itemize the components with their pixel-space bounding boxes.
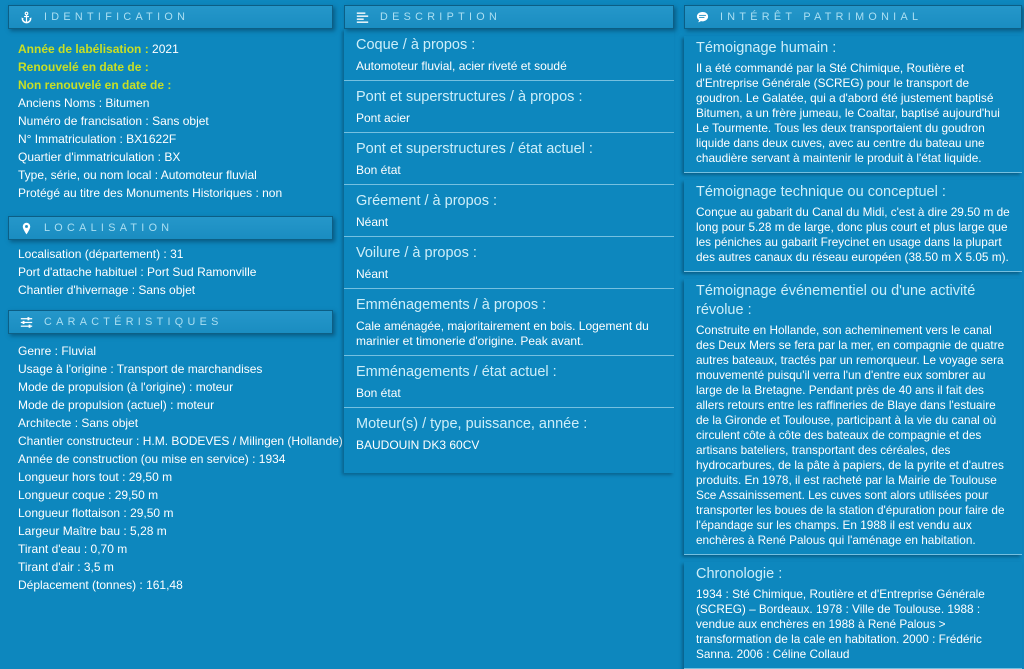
- field-annee-construction: Année de construction (ou mise en servic…: [18, 452, 286, 466]
- entry-value: Néant: [356, 267, 389, 281]
- entry-label: Voilure / à propos :: [356, 245, 477, 261]
- field-numero-francisation: Numéro de francisation : Sans objet: [18, 114, 209, 128]
- description-entry-moteurs: Moteur(s) / type, puissance, année : BAU…: [344, 408, 674, 459]
- field-type-serie: Type, série, ou nom local : Automoteur f…: [18, 168, 257, 182]
- description-entry-coque: Coque / à propos : Automoteur fluvial, a…: [344, 29, 674, 81]
- field-anciens-noms: Anciens Noms : Bitumen: [18, 96, 150, 110]
- column-identification: IDENTIFICATION Année de labélisation : 2…: [8, 0, 343, 594]
- field-port-attache: Port d'attache habituel : Port Sud Ramon…: [18, 265, 257, 279]
- patrimonial-section-temoignage-evenementiel: Témoignage événementiel ou d'une activit…: [684, 279, 1022, 555]
- patrimonial-section-chronologie: Chronologie : 1934 : Sté Chimique, Routi…: [684, 562, 1022, 669]
- entry-label: Pont et superstructures / état actuel :: [356, 141, 593, 157]
- section-heading: Témoignage événementiel ou d'une activit…: [696, 283, 976, 318]
- field-architecte: Architecte : Sans objet: [18, 416, 139, 430]
- section-title-identification: IDENTIFICATION: [44, 11, 190, 23]
- section-header-caracteristiques: CARACTÉRISTIQUES: [8, 310, 333, 334]
- field-annee-labelisation: Année de labélisation : 2021: [18, 42, 179, 56]
- entry-value: Automoteur fluvial, acier riveté et soud…: [356, 59, 567, 73]
- section-header-identification: IDENTIFICATION: [8, 5, 333, 29]
- align-left-icon: [356, 11, 369, 24]
- field-non-renouvele: Non renouvelé en date de :: [18, 78, 172, 92]
- column-description: DESCRIPTION Coque / à propos : Automoteu…: [344, 0, 674, 473]
- field-longueur-hors-tout: Longueur hors tout : 29,50 m: [18, 470, 173, 484]
- field-largeur-maitre-bau: Largeur Maître bau : 5,28 m: [18, 524, 167, 538]
- entry-label: Moteur(s) / type, puissance, année :: [356, 416, 588, 432]
- field-longueur-flottaison: Longueur flottaison : 29,50 m: [18, 506, 174, 520]
- description-entry-emmenagements-apropos: Emménagements / à propos : Cale aménagée…: [344, 289, 674, 356]
- description-entry-pont-apropos: Pont et superstructures / à propos : Pon…: [344, 81, 674, 133]
- section-title-localisation: LOCALISATION: [44, 222, 174, 234]
- section-title-description: DESCRIPTION: [380, 11, 502, 23]
- entry-label: Gréement / à propos :: [356, 193, 498, 209]
- identification-field-list: Année de labélisation : 2021 Renouvelé e…: [8, 29, 333, 202]
- field-usage-origine: Usage à l'origine : Transport de marchan…: [18, 362, 263, 376]
- field-propulsion-actuel: Mode de propulsion (actuel) : moteur: [18, 398, 215, 412]
- field-chantier-hivernage: Chantier d'hivernage : Sans objet: [18, 283, 196, 297]
- entry-value: Néant: [356, 215, 389, 229]
- section-body: Construite en Hollande, son acheminement…: [696, 323, 1005, 547]
- description-entry-pont-etat: Pont et superstructures / état actuel : …: [344, 133, 674, 185]
- entry-label: Pont et superstructures / à propos :: [356, 89, 583, 105]
- comment-icon: [696, 11, 709, 24]
- section-header-localisation: LOCALISATION: [8, 216, 333, 240]
- entry-value: Bon état: [356, 386, 401, 400]
- field-immatriculation: N° Immatriculation : BX1622F: [18, 132, 177, 146]
- field-propulsion-origine: Mode de propulsion (à l'origine) : moteu…: [18, 380, 234, 394]
- entry-value: BAUDOUIN DK3 60CV: [356, 438, 480, 452]
- map-pin-icon: [20, 222, 33, 235]
- field-genre: Genre : Fluvial: [18, 344, 97, 358]
- patrimonial-section-temoignage-humain: Témoignage humain : Il a été commandé pa…: [684, 36, 1022, 173]
- entry-label: Emménagements / à propos :: [356, 297, 547, 313]
- field-chantier-constructeur: Chantier constructeur : H.M. BODEVES / M…: [18, 434, 343, 448]
- anchor-icon: [20, 11, 33, 24]
- field-longueur-coque: Longueur coque : 29,50 m: [18, 488, 159, 502]
- localisation-field-list: Localisation (département) : 31 Port d'a…: [8, 240, 333, 299]
- section-body: Conçue au gabarit du Canal du Midi, c'es…: [696, 205, 1010, 264]
- section-heading: Chronologie :: [696, 566, 783, 582]
- entry-value: Cale aménagée, majoritairement en bois. …: [356, 319, 649, 348]
- section-title-caracteristiques: CARACTÉRISTIQUES: [44, 316, 223, 328]
- description-entry-voilure: Voilure / à propos : Néant: [344, 237, 674, 289]
- section-body: 1934 : Sté Chimique, Routière et d'Entre…: [696, 587, 985, 661]
- field-renouvele: Renouvelé en date de :: [18, 60, 149, 74]
- field-deplacement: Déplacement (tonnes) : 161,48: [18, 578, 183, 592]
- field-monuments-historiques: Protégé au titre des Monuments Historiqu…: [18, 186, 283, 200]
- section-body: Il a été commandé par la Sté Chimique, R…: [696, 61, 1000, 165]
- column-interet-patrimonial: INTÉRÊT PATRIMONIAL Témoignage humain : …: [684, 0, 1022, 669]
- field-tirant-air: Tirant d'air : 3,5 m: [18, 560, 114, 574]
- section-header-description: DESCRIPTION: [344, 5, 674, 29]
- description-entry-emmenagements-etat: Emménagements / état actuel : Bon état: [344, 356, 674, 408]
- entry-value: Pont acier: [356, 111, 411, 125]
- field-quartier-immatriculation: Quartier d'immatriculation : BX: [18, 150, 181, 164]
- field-tirant-eau: Tirant d'eau : 0,70 m: [18, 542, 128, 556]
- sliders-icon: [20, 316, 33, 329]
- section-header-interet-patrimonial: INTÉRÊT PATRIMONIAL: [684, 5, 1022, 29]
- field-localisation-departement: Localisation (département) : 31: [18, 247, 184, 261]
- description-entry-list: Coque / à propos : Automoteur fluvial, a…: [344, 29, 674, 473]
- entry-label: Coque / à propos :: [356, 37, 476, 53]
- section-heading: Témoignage technique ou conceptuel :: [696, 184, 946, 200]
- caracteristiques-field-list: Genre : Fluvial Usage à l'origine : Tran…: [8, 334, 343, 594]
- entry-value: Bon état: [356, 163, 401, 177]
- entry-label: Emménagements / état actuel :: [356, 364, 557, 380]
- section-title-interet-patrimonial: INTÉRÊT PATRIMONIAL: [720, 11, 923, 23]
- description-entry-greement: Gréement / à propos : Néant: [344, 185, 674, 237]
- section-heading: Témoignage humain :: [696, 40, 837, 56]
- patrimonial-section-temoignage-technique: Témoignage technique ou conceptuel : Con…: [684, 180, 1022, 272]
